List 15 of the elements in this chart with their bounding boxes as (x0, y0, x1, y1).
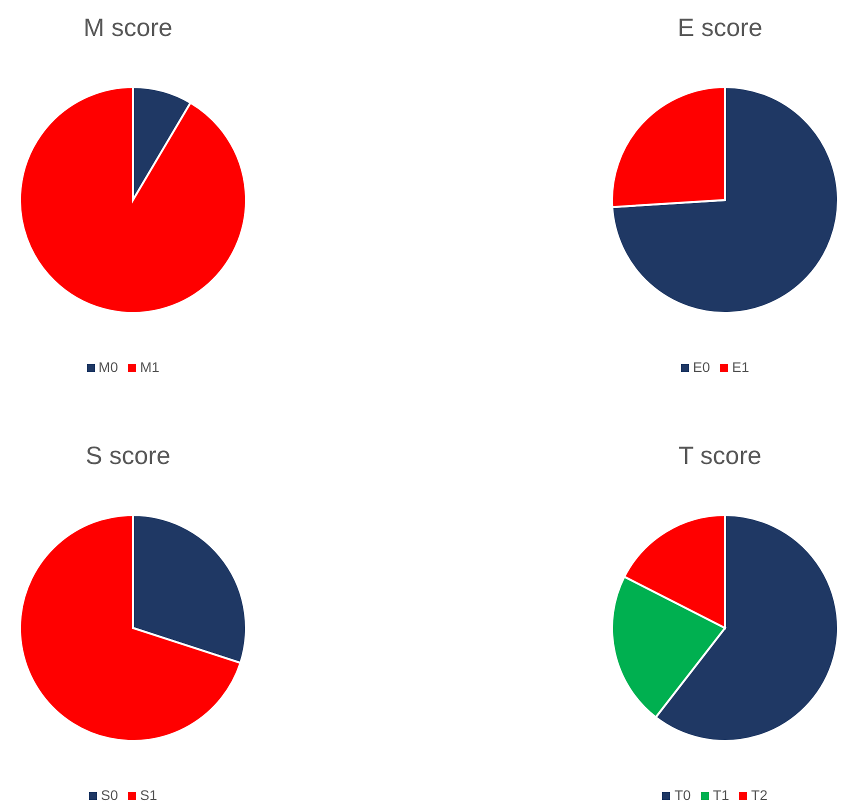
legend-label: E0 (692, 359, 710, 375)
legend-label: M1 (140, 359, 160, 375)
legend-label: S0 (100, 787, 118, 803)
chart-title: M score (82, 13, 174, 44)
pie-slice (19, 86, 247, 314)
legend-label: T2 (751, 787, 768, 803)
legend-label: T0 (674, 787, 691, 803)
legend-label: S1 (140, 787, 158, 803)
legend-label: T1 (712, 787, 730, 803)
legend-label: E1 (732, 359, 750, 375)
chart-title: E score (676, 13, 764, 44)
pie-slice (611, 86, 839, 314)
chart-title: T score (678, 441, 762, 472)
chart-title: S score (84, 441, 172, 472)
legend-label: M0 (98, 359, 118, 375)
